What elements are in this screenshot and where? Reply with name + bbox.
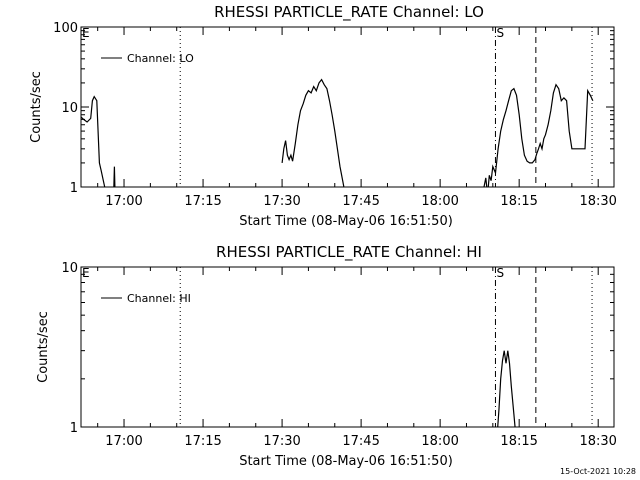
y-axis-label: Counts/sec	[36, 311, 51, 383]
legend: Channel: HI	[101, 292, 191, 305]
plot-frame	[80, 26, 615, 188]
x-ticks: 17:00 17:15 17:30 17:45 18:00 18:15 18:30	[97, 27, 617, 209]
y-ticks: 1 10 100	[53, 21, 614, 196]
chart-title: RHESSI PARTICLE_RATE Channel: HI	[216, 243, 482, 262]
y-tick-label: 1	[70, 181, 78, 196]
chart-title: RHESSI PARTICLE_RATE Channel: LO	[214, 3, 484, 22]
data-series	[497, 350, 516, 427]
y-axis-label: Counts/sec	[29, 71, 44, 143]
series-line	[81, 95, 106, 187]
legend: Channel: LO	[101, 52, 194, 65]
plot-frame	[80, 266, 615, 428]
footer-timestamp: 15-Oct-2021 10:28	[560, 467, 636, 476]
y-tick-label: 10	[61, 101, 78, 116]
series-line	[113, 166, 116, 187]
legend-label: Channel: HI	[127, 292, 191, 305]
x-axis-label: Start Time (08-May-06 16:51:50)	[239, 454, 453, 469]
data-series	[81, 78, 594, 187]
x-ticks: 17:00 17:15 17:30 17:45 18:00 18:15 18:30	[97, 267, 617, 449]
x-tick-label: 18:15	[500, 434, 537, 449]
x-tick-label: 17:45	[342, 434, 379, 449]
x-tick-label: 18:30	[579, 434, 616, 449]
x-tick-label: 17:15	[184, 194, 221, 209]
x-tick-label: 17:45	[342, 194, 379, 209]
x-tick-label: 18:30	[579, 194, 616, 209]
event-marker-label: S	[496, 26, 504, 40]
y-tick-label: 1	[70, 421, 78, 436]
series-line	[497, 350, 516, 427]
x-tick-label: 17:15	[184, 434, 221, 449]
panel-lo: RHESSI PARTICLE_RATE Channel: LO Counts/…	[29, 3, 617, 229]
event-marker-label: E	[82, 26, 90, 40]
y-ticks: 1 10	[61, 261, 614, 436]
x-tick-label: 18:00	[421, 194, 458, 209]
x-axis-label: Start Time (08-May-06 16:51:50)	[239, 214, 453, 229]
series-line	[483, 83, 594, 187]
x-tick-label: 17:00	[105, 434, 142, 449]
x-tick-label: 17:30	[263, 194, 300, 209]
series-line	[281, 78, 345, 187]
panel-hi: RHESSI PARTICLE_RATE Channel: HI Counts/…	[36, 243, 617, 469]
legend-label: Channel: LO	[127, 52, 194, 65]
x-tick-label: 18:15	[500, 194, 537, 209]
y-tick-label: 10	[61, 261, 78, 276]
x-tick-label: 17:30	[263, 434, 300, 449]
x-tick-label: 17:00	[105, 194, 142, 209]
event-marker-label: S	[496, 266, 504, 280]
y-tick-label: 100	[53, 21, 78, 36]
event-marker-label: E	[82, 266, 90, 280]
x-tick-label: 18:00	[421, 434, 458, 449]
